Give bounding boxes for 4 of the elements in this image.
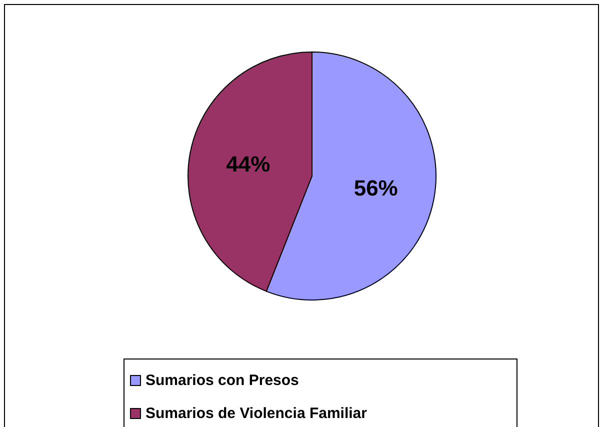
- legend-label: Sumarios con Presos: [146, 372, 299, 389]
- data-label: 44%: [226, 151, 270, 176]
- legend-label: Sumarios de Violencia Familiar: [146, 405, 368, 422]
- data-label: 56%: [354, 176, 398, 201]
